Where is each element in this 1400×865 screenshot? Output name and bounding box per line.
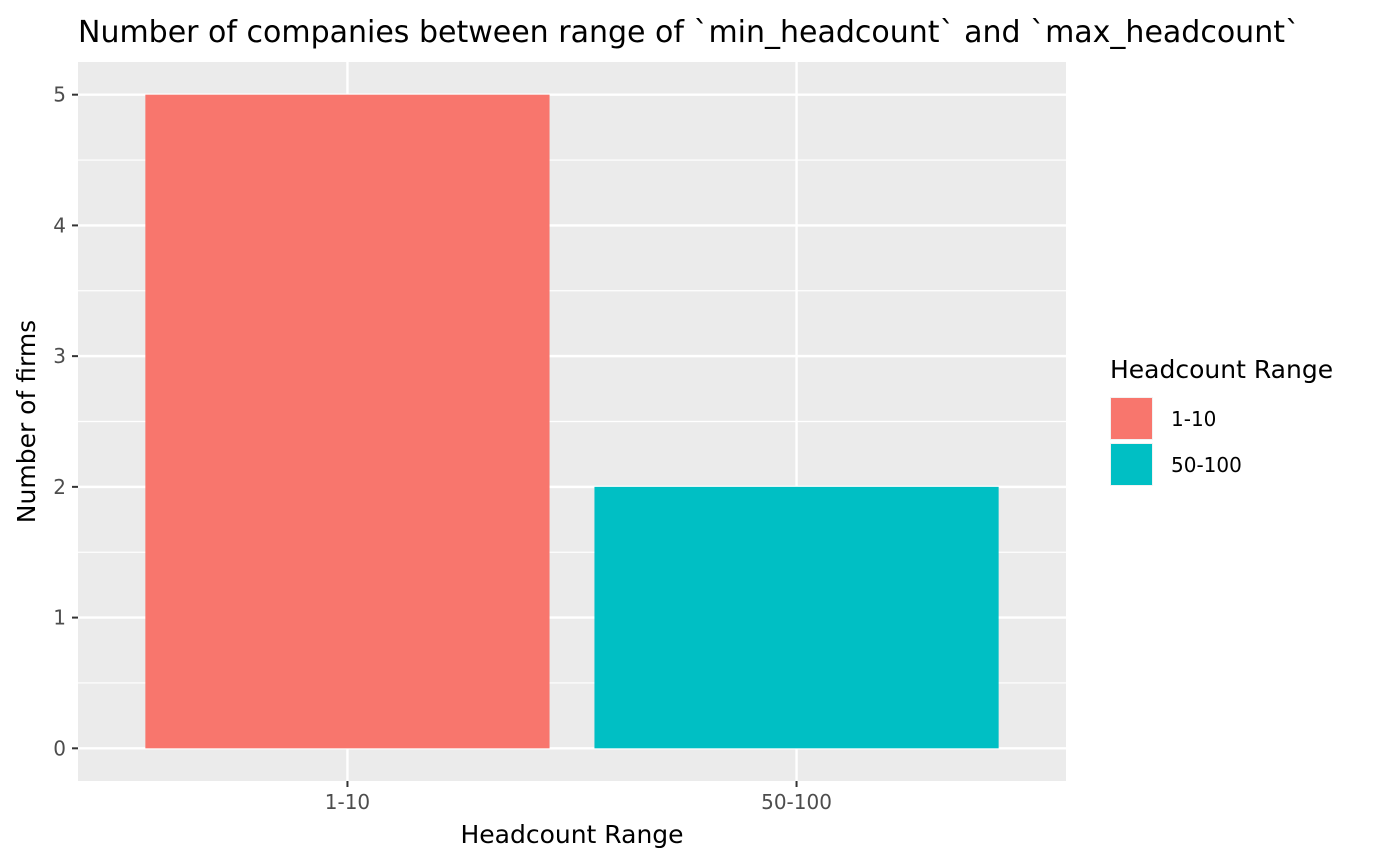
legend: Headcount Range 1-10 50-100 [1110,355,1333,486]
x-axis-title: Headcount Range [460,820,683,849]
y-tick-label: 2 [53,475,66,499]
x-axis: 1-10 50-100 [325,781,832,814]
bar-1-10 [145,94,550,749]
legend-label: 50-100 [1171,453,1242,477]
y-axis: 0 1 2 3 4 5 [53,83,78,760]
y-tick-label: 5 [53,83,66,107]
legend-title: Headcount Range [1110,355,1333,384]
y-tick-label: 4 [53,213,66,237]
legend-swatch [1111,444,1152,485]
bar-50-100 [594,486,999,749]
bars [145,94,999,749]
y-tick-label: 3 [53,344,66,368]
legend-label: 1-10 [1171,407,1216,431]
legend-swatch [1111,398,1152,439]
y-tick-label: 1 [53,606,66,630]
y-axis-title: Number of firms [12,320,41,523]
x-tick-label: 1-10 [325,790,370,814]
x-tick-label: 50-100 [761,790,832,814]
y-tick-label: 0 [53,736,66,760]
chart-title: Number of companies between range of `mi… [78,15,1300,50]
